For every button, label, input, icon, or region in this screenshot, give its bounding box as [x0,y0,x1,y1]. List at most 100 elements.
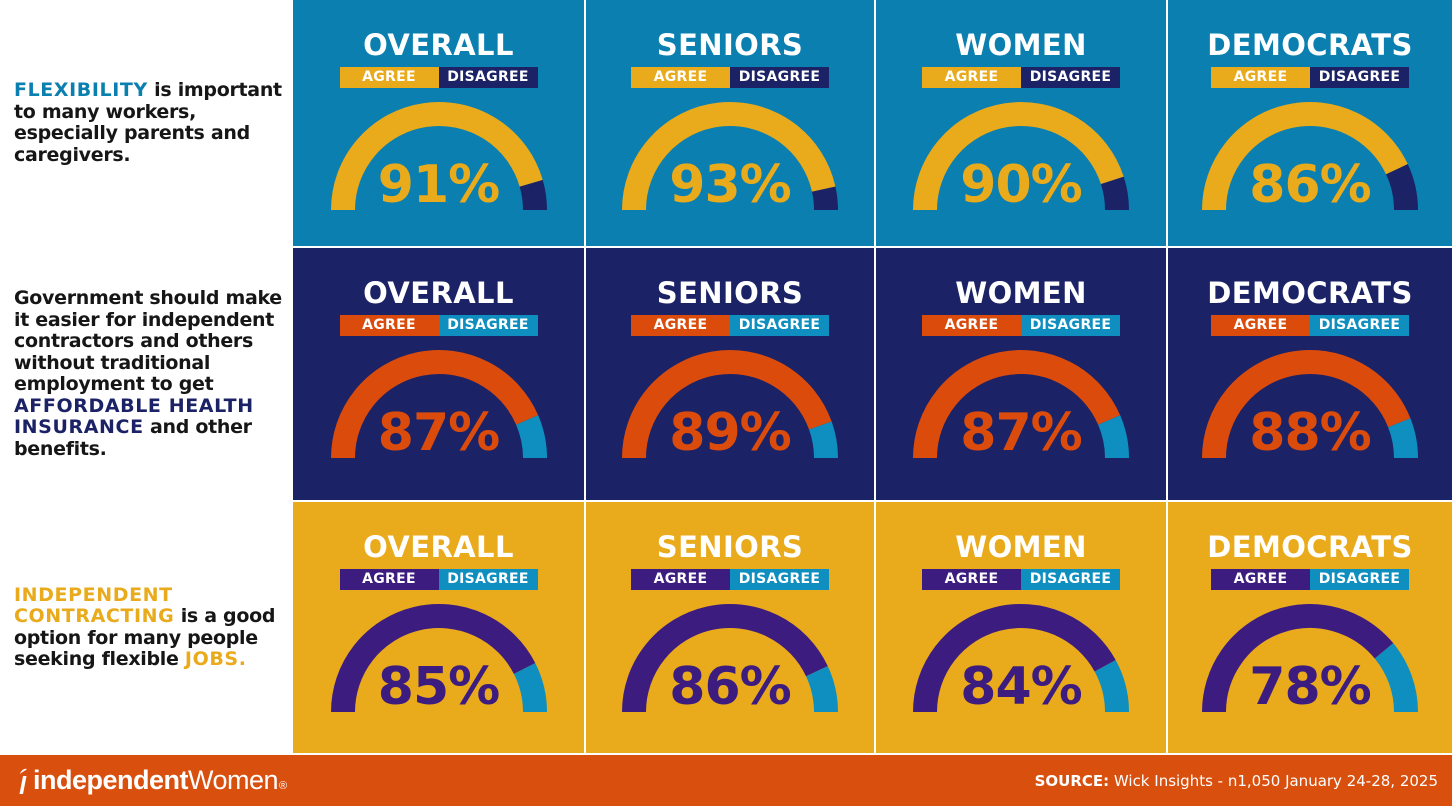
gauge [913,603,1129,713]
legend-agree: AGREE [922,569,1021,590]
gauge-disagree-arc [513,662,547,713]
panel-title: OVERALL [363,276,514,310]
gauge-agree-arc [330,350,538,459]
gauge-panel-overall: OVERALL AGREE DISAGREE 85% [293,502,584,753]
gauge-value: 90% [960,155,1082,215]
statement-text: Government should make it easier for ind… [14,287,284,460]
legend-disagree: DISAGREE [1021,569,1120,590]
statement-keyword: JOBS. [184,648,247,670]
gauge-value: 89% [669,403,791,463]
legend-disagree: DISAGREE [1310,67,1409,88]
gauge [330,350,547,459]
gauge-panel-overall: OVERALL AGREE DISAGREE 91% [293,0,584,246]
gauge [1202,350,1418,459]
gauge-panel-democrats: DEMOCRATS AGREE DISAGREE 86% [1168,0,1452,246]
legend-disagree: DISAGREE [730,315,829,336]
legend-agree: AGREE [1211,67,1310,88]
gauge-panel-women: WOMEN AGREE DISAGREE 87% [876,248,1166,500]
gauge-value: 84% [960,657,1082,717]
legend: AGREE DISAGREE [1211,315,1409,336]
row-statement-3: INDEPENDENT CONTRACTING is a good option… [0,502,292,753]
source-text: Wick Insights - n1,050 January 24-28, 20… [1109,772,1438,790]
footer-bar: independent Women ® SOURCE: Wick Insights … [0,755,1452,806]
legend-agree: AGREE [339,315,439,336]
legend-agree: AGREE [631,315,730,336]
legend: AGREE DISAGREE [631,569,829,590]
legend: AGREE DISAGREE [922,67,1120,88]
legend-agree: AGREE [631,67,730,88]
brand-name-first: independent [33,765,189,795]
panel-title: OVERALL [363,530,514,564]
row-statement-1: FLEXIBILITY is important to many workers… [0,0,292,246]
legend: AGREE DISAGREE [631,67,829,88]
gauge-agree-arc [913,603,1116,713]
gauge-value: 86% [1249,155,1371,215]
panel-title: SENIORS [656,28,804,62]
gauge [622,350,838,459]
gauge-panel-overall: OVERALL AGREE DISAGREE 87% [293,248,584,500]
panel-title: OVERALL [363,28,514,62]
legend-disagree: DISAGREE [1021,315,1120,336]
legend-agree: AGREE [1211,569,1310,590]
gauge-disagree-arc [1100,176,1129,211]
source-label: SOURCE: [1034,772,1110,790]
statement-keyword: INDEPENDENT CONTRACTING [14,583,175,627]
legend: AGREE DISAGREE [339,315,538,336]
statement-keyword: FLEXIBILITY [14,79,148,101]
gauge-value: 86% [669,657,791,717]
gauge [1202,102,1418,211]
panel-title: WOMEN [955,28,1087,62]
logo-mark-icon [19,768,27,794]
gauge-value: 88% [1249,403,1371,463]
gauge-agree-arc [330,102,543,211]
legend: AGREE DISAGREE [922,569,1120,590]
panel-title: SENIORS [656,530,804,564]
gauge-value: 91% [377,155,500,215]
panel-title: SENIORS [656,276,804,310]
gauge-agree-arc [622,350,832,459]
gauge [622,102,838,211]
legend: AGREE DISAGREE [631,315,829,336]
gauge-disagree-arc [808,421,838,459]
gauge-agree-arc [330,604,535,713]
panel-title: DEMOCRATS [1207,28,1413,62]
legend: AGREE DISAGREE [339,569,538,590]
gauge-disagree-arc [1094,659,1129,713]
legend-agree: AGREE [922,315,1021,336]
gauge [913,102,1129,211]
gauge-agree-arc [1202,102,1408,211]
gauge-panel-democrats: DEMOCRATS AGREE DISAGREE 78% [1168,502,1452,753]
legend-agree: AGREE [1211,315,1310,336]
panel-title: WOMEN [955,276,1087,310]
legend-disagree: DISAGREE [438,569,538,590]
legend-disagree: DISAGREE [438,315,538,336]
statement-segment: is important to many workers, especially… [14,79,282,166]
gauge [913,350,1129,459]
gauge-panel-democrats: DEMOCRATS AGREE DISAGREE 88% [1168,248,1452,500]
poll-results-grid: FLEXIBILITY is important to many workers… [0,0,1452,753]
gauge-agree-arc [1202,604,1394,713]
brand-name-second: Women [188,765,279,795]
statement-keyword: AFFORDABLE HEALTH INSURANCE [14,394,254,438]
gauge-disagree-arc [519,179,547,211]
gauge [330,102,547,211]
legend-disagree: DISAGREE [1310,569,1409,590]
legend: AGREE DISAGREE [339,67,538,88]
gauge-disagree-arc [515,415,547,459]
statement-segment: is a good option for many people seeking… [14,605,276,670]
statement-segment: Government should make it easier for ind… [14,287,282,395]
gauge-value: 87% [960,403,1082,463]
gauge-agree-arc [622,102,836,211]
gauge-disagree-arc [1097,415,1129,459]
panel-title: DEMOCRATS [1207,276,1413,310]
independent-women-logo: independent Women ® [16,765,287,796]
gauge-disagree-arc [805,666,838,713]
gauge-panel-seniors: SENIORS AGREE DISAGREE 86% [586,502,874,753]
gauge-disagree-arc [1387,418,1418,459]
gauge-panel-women: WOMEN AGREE DISAGREE 84% [876,502,1166,753]
statement-text: INDEPENDENT CONTRACTING is a good option… [14,583,284,671]
gauge-agree-arc [622,604,828,713]
legend-disagree: DISAGREE [730,569,829,590]
legend-disagree: DISAGREE [1021,67,1120,88]
legend-agree: AGREE [339,67,439,88]
